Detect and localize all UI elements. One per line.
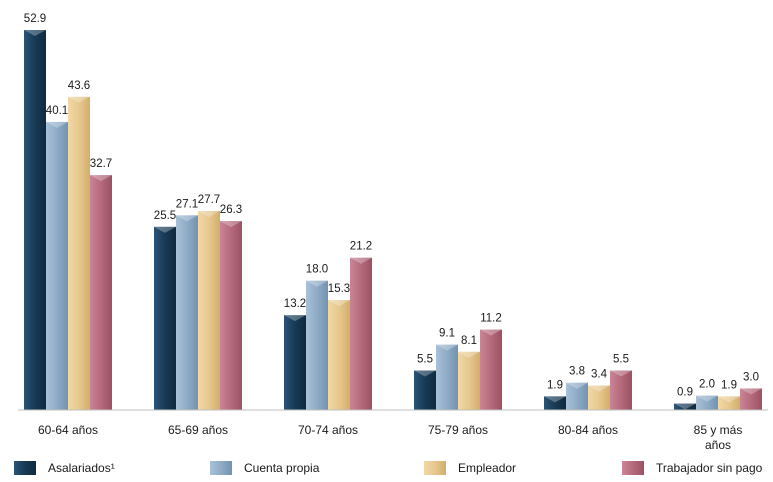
value-label: 3.0 (743, 371, 759, 383)
bar-asalariados-75-79-a-os (414, 370, 436, 410)
bar-cuenta-propia-70-74-a-os (306, 280, 328, 410)
value-label: 26.3 (220, 204, 242, 216)
value-label: 9.1 (439, 328, 455, 340)
category-label: 75-79 años (428, 423, 488, 437)
legend-swatch (210, 461, 232, 475)
legend-swatch (14, 461, 36, 475)
legend-label: Asalariados¹ (48, 461, 115, 475)
bar-cuenta-propia-75-79-a-os (436, 344, 458, 410)
bar-cuenta-propia-60-64-a-os (46, 121, 68, 410)
bar-trabajador-sin-pago-85-y-m-s-a-os (740, 388, 762, 410)
bar-empleador-85-y-m-s-a-os (718, 396, 740, 410)
legend-item-trabajador-sin-pago: Trabajador sin pago (622, 461, 762, 475)
bar-asalariados-85-y-m-s-a-os (674, 403, 696, 410)
value-label: 18.0 (306, 264, 328, 276)
category-label: 80-84 años (558, 423, 618, 437)
bar-trabajador-sin-pago-70-74-a-os (350, 257, 372, 410)
legend-swatch (622, 461, 644, 475)
bar-trabajador-sin-pago-75-79-a-os (480, 329, 502, 410)
bar-empleador-80-84-a-os (588, 385, 610, 410)
bar-asalariados-80-84-a-os (544, 396, 566, 410)
value-label: 25.5 (154, 210, 176, 222)
bar-asalariados-65-69-a-os (154, 226, 176, 410)
bar-empleador-70-74-a-os (328, 300, 350, 410)
legend-item-cuenta-propia: Cuenta propia (210, 461, 319, 475)
value-label: 27.7 (198, 194, 220, 206)
bar-cuenta-propia-65-69-a-os (176, 215, 198, 410)
value-label: 32.7 (90, 158, 112, 170)
value-label: 5.5 (417, 353, 433, 365)
legend-item-empleador: Empleador (424, 461, 516, 475)
legend: Asalariados¹ Cuenta propia Empleador Tra… (0, 458, 773, 482)
value-label: 21.2 (350, 241, 372, 253)
bar-empleador-65-69-a-os (198, 211, 220, 410)
value-label: 5.5 (613, 353, 629, 365)
legend-label: Cuenta propia (244, 461, 320, 475)
category-label: 65-69 años (168, 423, 228, 437)
bar-asalariados-60-64-a-os (24, 30, 46, 410)
bar-empleador-60-64-a-os (68, 96, 90, 410)
category-label: 60-64 años (38, 423, 98, 437)
legend-item-asalariados: Asalariados¹ (14, 461, 115, 475)
legend-swatch (424, 461, 446, 475)
value-label: 27.1 (176, 198, 198, 210)
value-label: 3.8 (569, 366, 585, 378)
value-label: 8.1 (461, 335, 477, 347)
bar-trabajador-sin-pago-65-69-a-os (220, 221, 242, 410)
value-label: 15.3 (328, 283, 350, 295)
category-label: 85 y más años (694, 423, 743, 452)
value-label: 1.9 (721, 379, 737, 391)
value-label: 52.9 (24, 13, 46, 25)
value-label: 3.4 (591, 369, 608, 381)
value-label: 40.1 (46, 105, 68, 117)
legend-label: Empleador (458, 461, 517, 475)
category-label: 70-74 años (298, 423, 358, 437)
value-label: 0.9 (677, 387, 693, 399)
bar-asalariados-70-74-a-os (284, 315, 306, 410)
value-label: 13.2 (284, 298, 306, 310)
value-label: 1.9 (547, 379, 563, 391)
bar-cuenta-propia-80-84-a-os (566, 382, 588, 410)
value-label: 43.6 (68, 80, 90, 92)
bar-cuenta-propia-85-y-m-s-a-os (696, 395, 718, 410)
bar-empleador-75-79-a-os (458, 351, 480, 410)
bar-trabajador-sin-pago-80-84-a-os (610, 370, 632, 410)
bar-trabajador-sin-pago-60-64-a-os (90, 175, 112, 410)
grouped-bar-chart: 52.9 40.1 43.6 32.7 25.527.1 27.726.3 13.2 18.0… (18, 13, 768, 452)
value-label: 2.0 (699, 379, 715, 391)
value-label: 11.2 (480, 313, 502, 325)
legend-label: Trabajador sin pago (656, 461, 763, 475)
